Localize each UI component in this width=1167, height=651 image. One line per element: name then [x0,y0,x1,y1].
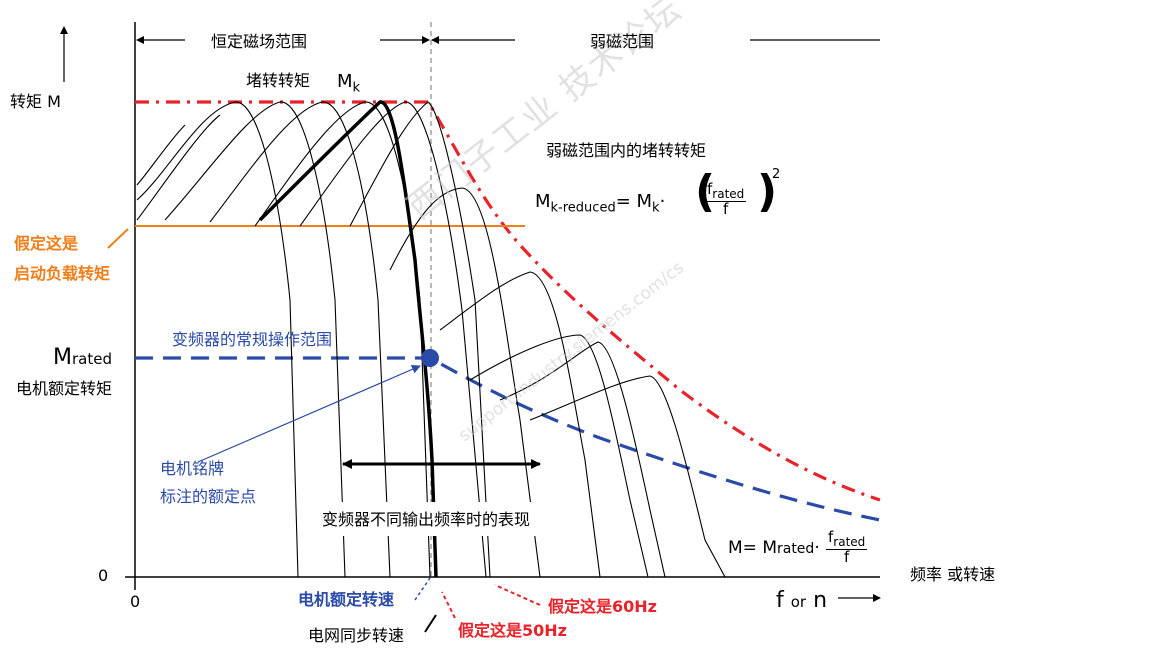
nameplate-label-2: 标注的额定点 [160,487,257,506]
sixty-hz-pointer [494,584,541,606]
motor-rated-torque-label: 电机额定转矩 [16,379,113,398]
formula-frac: frated f [705,180,747,218]
y-axis-title: 转矩 M [10,92,61,111]
sync-speed-label: 电网同步转速 [308,626,405,645]
max-torque-envelope [135,100,881,502]
f-or-n-label: f or n [776,588,828,613]
x-zero-label: 0 [130,592,141,611]
rated-speed-pointer [414,577,431,601]
formula-rated-frac: frated f [826,528,868,566]
rated-torque-dashed [135,356,881,522]
assume-50hz-label: 假定这是50Hz [458,621,567,640]
y-zero-label: 0 [98,566,109,585]
assume-60hz-label: 假定这是60Hz [548,597,657,616]
nameplate-label-1: 电机铭牌 [160,459,225,478]
torque-curves-const-flux [136,101,726,578]
main-torque-curve [258,100,438,578]
rated-speed-label: 电机额定转速 [298,590,395,609]
field-weakening-label: 弱磁范围 [590,32,655,51]
stall-torque-label: 堵转转矩 [246,71,311,90]
assume-start-label-1: 假定这是 [14,234,79,253]
nameplate-pointer [197,365,421,463]
assume-start-label-2: 启动负载转矩 [14,264,111,283]
start-torque-pointer [107,228,129,249]
rated-point-marker [421,349,439,367]
formula-paren-right: ) [757,166,778,217]
sync-speed-pointer [424,614,437,633]
freq-speed-label: 频率 或转速 [910,565,996,584]
m-rated-label: Mrated [53,345,112,370]
formula-exp: 2 [772,167,781,182]
const-flux-label: 恒定磁场范围 [211,32,308,51]
fifty-hz-pointer [441,591,456,619]
vfd-range-label: 变频器的常规操作范围 [172,330,333,349]
formula-paren-left: ( [695,166,716,217]
vfd-freq-label-bg [312,502,574,536]
formula-mk-reduced: Mk-reduced= Mk· [535,191,666,216]
mk-label: Mk [337,71,361,96]
fw-stall-label: 弱磁范围内的堵转转矩 [546,141,707,160]
formula-rated-torque: M= Mrated· [728,538,820,558]
vfd-freq-label: 变频器不同输出频率时的表现 [322,510,531,529]
